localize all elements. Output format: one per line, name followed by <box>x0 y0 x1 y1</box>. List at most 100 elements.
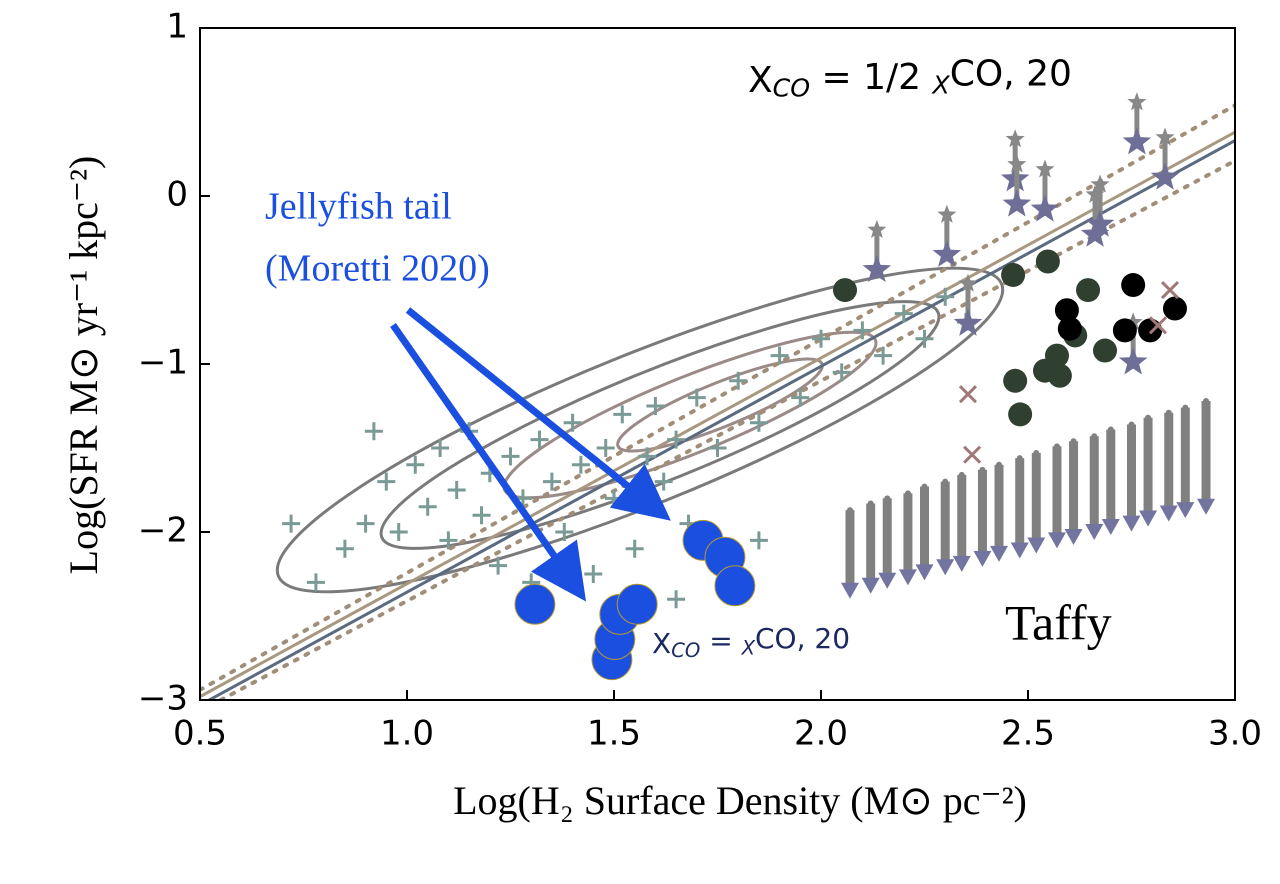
point <box>306 573 325 592</box>
point <box>958 385 978 404</box>
limit-top <box>1203 397 1210 404</box>
point <box>770 346 789 365</box>
point <box>1002 189 1032 217</box>
limit-top <box>1016 455 1023 462</box>
point <box>1001 262 1026 287</box>
point <box>1003 368 1028 393</box>
point <box>667 430 686 449</box>
annotation: Taffy <box>1005 594 1112 650</box>
point <box>542 472 561 491</box>
point <box>729 371 748 390</box>
annotation-part: X <box>748 60 773 101</box>
point <box>1044 343 1069 368</box>
point <box>335 539 354 558</box>
limit-top <box>1107 426 1114 433</box>
point <box>667 590 686 609</box>
point <box>364 422 383 441</box>
point <box>1112 318 1137 343</box>
point <box>431 439 450 457</box>
point <box>356 514 375 533</box>
limit-top <box>1128 421 1135 428</box>
limit-arrow <box>1122 515 1141 532</box>
point <box>1008 402 1033 427</box>
point <box>1148 316 1168 335</box>
y-tick-label: −3 <box>138 679 188 719</box>
point <box>1150 162 1180 190</box>
limit-top <box>884 495 891 502</box>
x-tick-label: 1.5 <box>587 714 641 754</box>
point <box>1057 316 1082 341</box>
fit-line <box>218 158 1235 700</box>
point <box>936 287 955 306</box>
point <box>596 439 615 457</box>
limit-top <box>921 483 928 490</box>
point <box>447 481 466 499</box>
x-tick-label: 2.5 <box>1001 714 1055 754</box>
point <box>862 254 892 283</box>
point <box>915 329 934 348</box>
annotation-part: CO <box>773 74 810 103</box>
limit-arrow <box>878 572 897 589</box>
point <box>563 413 582 432</box>
x-tick-label: 0.5 <box>173 714 227 754</box>
point <box>530 430 549 449</box>
x-tick-label: 3.0 <box>1208 714 1262 754</box>
y-tick-label: −2 <box>138 511 188 551</box>
limit-arrow <box>1010 542 1029 559</box>
x-axis-label: Log(H₂ Surface Density (M⊙ pc⁻²) <box>453 778 1027 823</box>
limit-top <box>958 471 965 478</box>
point <box>654 472 673 491</box>
limit-top <box>1053 443 1060 450</box>
point <box>418 497 437 516</box>
plot-layer <box>200 92 1235 700</box>
limit-top <box>904 490 911 497</box>
point <box>555 523 574 541</box>
point <box>646 397 665 415</box>
point <box>1162 296 1187 321</box>
limit-top <box>867 500 874 507</box>
limit-top <box>1145 414 1152 421</box>
point <box>501 447 520 466</box>
annotation-part: CO, 20 <box>755 622 850 655</box>
point <box>613 405 632 424</box>
point <box>1085 209 1115 237</box>
y-tick-label: 0 <box>166 175 188 215</box>
point <box>953 308 983 336</box>
annotation-part: X <box>741 636 756 659</box>
point <box>1160 281 1180 300</box>
arrow <box>405 307 671 521</box>
annotation-part: = <box>700 624 741 657</box>
x-tick-label: 2.0 <box>794 714 848 754</box>
point <box>791 388 810 407</box>
limit-top <box>1091 433 1098 440</box>
limit-top <box>979 466 986 473</box>
point <box>1085 184 1105 203</box>
point <box>472 506 491 525</box>
limit-arrow <box>990 545 1009 562</box>
arrow <box>390 322 587 602</box>
annotation-part: CO, 20 <box>950 54 1072 95</box>
point <box>1035 249 1060 274</box>
limit-arrow <box>936 559 955 576</box>
point <box>1007 154 1027 173</box>
y-tick-label: 1 <box>166 7 188 47</box>
point <box>584 565 603 583</box>
limit-arrow <box>1176 502 1195 519</box>
point <box>638 447 657 466</box>
y-axis-label: Log(SFR M⊙ yr⁻¹ kpc⁻²) <box>61 156 106 575</box>
point <box>1005 129 1025 148</box>
point <box>937 204 957 223</box>
point <box>832 363 851 382</box>
point <box>406 455 425 474</box>
limit-top <box>1182 404 1189 411</box>
limit-top <box>1165 409 1172 416</box>
point <box>853 321 872 340</box>
point <box>812 329 830 348</box>
point <box>1090 174 1110 193</box>
limit-arrow <box>1047 532 1066 549</box>
annotation-part: X <box>931 70 951 99</box>
limit-arrow <box>1064 529 1083 546</box>
limit-arrow <box>861 577 880 594</box>
annotation-part: CO <box>671 638 700 661</box>
point <box>1093 338 1118 363</box>
